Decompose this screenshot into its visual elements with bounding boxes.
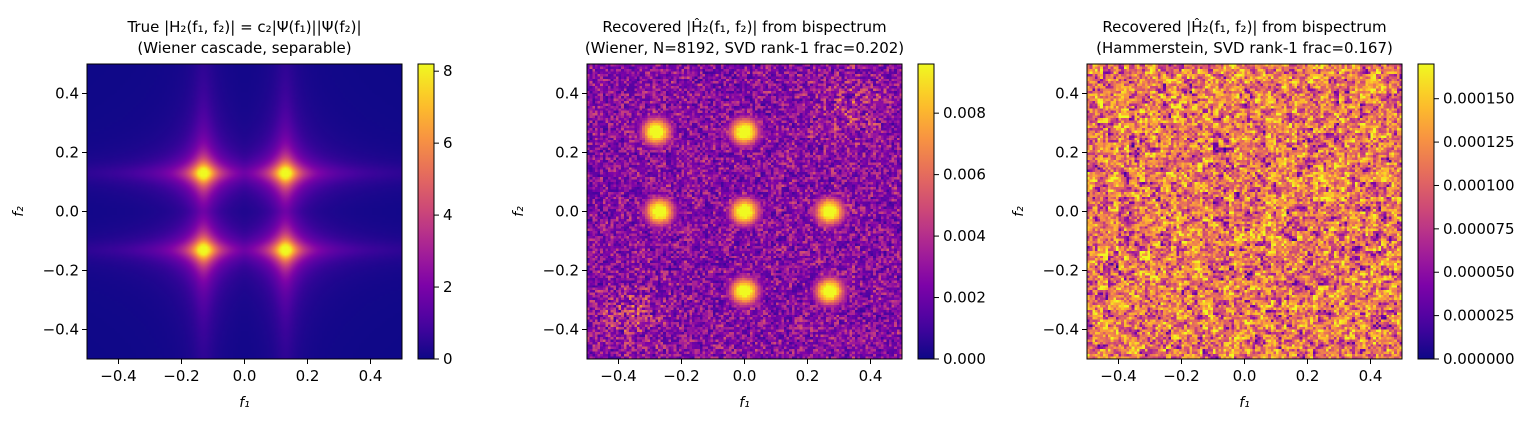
y-tick-label: −0.4 xyxy=(1043,321,1079,339)
colorbar-tick-label: 0 xyxy=(443,350,453,368)
colorbar-tick-label: 0.000050 xyxy=(1443,263,1515,281)
y-axis-label: f₂ xyxy=(1011,206,1027,217)
y-tick-label: 0.4 xyxy=(55,85,79,103)
colorbar xyxy=(417,63,435,360)
y-tick-label: 0.0 xyxy=(1055,203,1079,221)
panel-2: −0.4 −0.2 0.0 0.2 0.4 0.4 0.2 0.0 −0.2 −0.4 f₁ f₂ Re… xyxy=(511,17,986,411)
y-tick-label: −0.2 xyxy=(43,262,79,280)
chart-title: Recovered |Ĥ₂(f₁, f₂)| from bispectrum xyxy=(1102,17,1386,36)
chart-title: True |H₂(f₁, f₂)| = c₂|Ψ(f₁)||Ψ(f₂)| xyxy=(126,18,361,36)
heatmap-image xyxy=(87,64,402,359)
colorbar-tick-label: 4 xyxy=(443,206,453,224)
x-tick-label: 0.4 xyxy=(859,367,883,385)
x-tick-label: 0.4 xyxy=(1359,367,1383,385)
y-tick-label: −0.4 xyxy=(43,321,79,339)
x-tick-label: 0.0 xyxy=(733,367,757,385)
colorbar-tick-label: 0.006 xyxy=(943,166,986,184)
colorbar-tick-label: 2 xyxy=(443,278,453,296)
colorbar xyxy=(917,63,935,360)
y-tick-label: −0.2 xyxy=(543,262,579,280)
y-tick-label: −0.2 xyxy=(1043,262,1079,280)
y-tick-label: 0.4 xyxy=(555,85,579,103)
x-tick-label: 0.0 xyxy=(233,367,257,385)
x-tick-label: −0.2 xyxy=(1163,367,1199,385)
x-tick-label: −0.4 xyxy=(600,367,636,385)
chart-subtitle: (Wiener cascade, separable) xyxy=(137,39,351,57)
colorbar-tick-label: 0.008 xyxy=(943,104,986,122)
y-tick-label: 0.2 xyxy=(55,144,79,162)
y-tick-label: 0.4 xyxy=(1055,85,1079,103)
chart-subtitle: (Hammerstein, SVD rank-1 frac=0.167) xyxy=(1096,39,1393,57)
colorbar-tick-label: 0.000 xyxy=(943,350,986,368)
colorbar-tick-label: 0.002 xyxy=(943,289,986,307)
y-tick-label: 0.0 xyxy=(55,203,79,221)
y-tick-label: 0.0 xyxy=(555,203,579,221)
x-tick-label: 0.2 xyxy=(1296,367,1320,385)
colorbar-tick-label: 6 xyxy=(443,134,453,152)
colorbar-tick-label: 0.000150 xyxy=(1443,90,1515,108)
x-axis-label: f₁ xyxy=(1239,395,1250,411)
colorbar-tick-label: 8 xyxy=(443,62,453,80)
x-tick-label: −0.2 xyxy=(663,367,699,385)
colorbar-tick-label: 0.000100 xyxy=(1443,176,1515,194)
colorbar-tick-label: 0.000000 xyxy=(1443,350,1515,368)
panel-3: −0.4 −0.2 0.0 0.2 0.4 0.4 0.2 0.0 −0.2 −0.4 f₁ f₂ Re… xyxy=(1011,17,1515,411)
chart-subtitle: (Wiener, N=8192, SVD rank-1 frac=0.202) xyxy=(585,39,904,57)
colorbar-tick-label: 0.000125 xyxy=(1443,133,1515,151)
x-tick-label: 0.2 xyxy=(796,367,820,385)
y-tick-label: −0.4 xyxy=(543,321,579,339)
y-tick-label: 0.2 xyxy=(555,144,579,162)
colorbar xyxy=(1417,63,1435,360)
x-tick-label: −0.2 xyxy=(163,367,199,385)
y-tick-label: 0.2 xyxy=(1055,144,1079,162)
x-axis-label: f₁ xyxy=(739,395,750,411)
x-tick-label: 0.0 xyxy=(1233,367,1257,385)
colorbar-tick-label: 0.000025 xyxy=(1443,307,1515,325)
x-tick-label: 0.2 xyxy=(296,367,320,385)
y-axis-label: f₂ xyxy=(11,206,27,217)
chart-title: Recovered |Ĥ₂(f₁, f₂)| from bispectrum xyxy=(602,17,886,36)
x-tick-label: 0.4 xyxy=(359,367,383,385)
colorbar-tick-label: 0.004 xyxy=(943,227,986,245)
x-tick-label: −0.4 xyxy=(100,367,136,385)
x-tick-label: −0.4 xyxy=(1100,367,1136,385)
heatmap-image xyxy=(1087,64,1402,359)
x-axis-label: f₁ xyxy=(239,395,250,411)
colorbar-tick-label: 0.000075 xyxy=(1443,220,1515,238)
y-axis-label: f₂ xyxy=(511,206,527,217)
heatmap-image xyxy=(587,64,902,359)
panel-1: −0.4 −0.2 0.0 0.2 0.4 0.4 0.2 0.0 −0.2 −0.4 f₁ f₂ Tr… xyxy=(11,18,453,411)
